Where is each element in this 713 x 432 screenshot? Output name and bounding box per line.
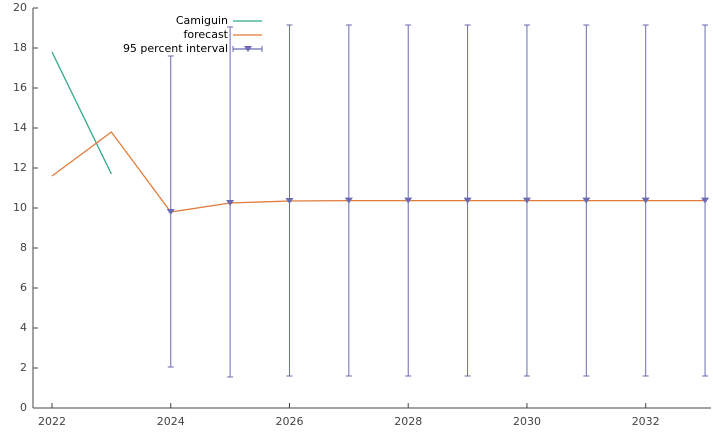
point bbox=[641, 197, 650, 204]
legend-label: Camiguin bbox=[176, 14, 228, 27]
x-tick-label: 2030 bbox=[513, 415, 541, 428]
y-tick-label: 18 bbox=[13, 41, 27, 54]
point bbox=[404, 197, 413, 204]
point bbox=[344, 197, 353, 204]
legend-label: 95 percent interval bbox=[123, 42, 228, 55]
point bbox=[166, 209, 175, 215]
legend-label: forecast bbox=[184, 28, 229, 41]
point bbox=[226, 200, 235, 206]
point bbox=[701, 197, 710, 204]
y-tick-label: 10 bbox=[13, 201, 27, 214]
y-tick-label: 2 bbox=[20, 361, 27, 374]
x-tick-label: 2032 bbox=[632, 415, 660, 428]
y-tick-label: 0 bbox=[20, 401, 27, 414]
point bbox=[285, 198, 294, 204]
x-tick-label: 2028 bbox=[394, 415, 422, 428]
line bbox=[51, 131, 706, 213]
y-tick-label: 20 bbox=[13, 1, 27, 14]
y-tick-label: 12 bbox=[13, 161, 27, 174]
line bbox=[51, 51, 112, 175]
y-tick-label: 6 bbox=[20, 281, 27, 294]
point bbox=[522, 197, 531, 204]
y-tick-label: 8 bbox=[20, 241, 27, 254]
y-tick-label: 14 bbox=[13, 121, 27, 134]
y-tick-label: 4 bbox=[20, 321, 27, 334]
x-tick-label: 2024 bbox=[157, 415, 185, 428]
point bbox=[582, 197, 591, 204]
x-tick-label: 2026 bbox=[275, 415, 303, 428]
x-tick-label: 2022 bbox=[38, 415, 66, 428]
legend-marker bbox=[244, 46, 252, 52]
point bbox=[463, 197, 472, 204]
y-tick-label: 16 bbox=[13, 81, 27, 94]
